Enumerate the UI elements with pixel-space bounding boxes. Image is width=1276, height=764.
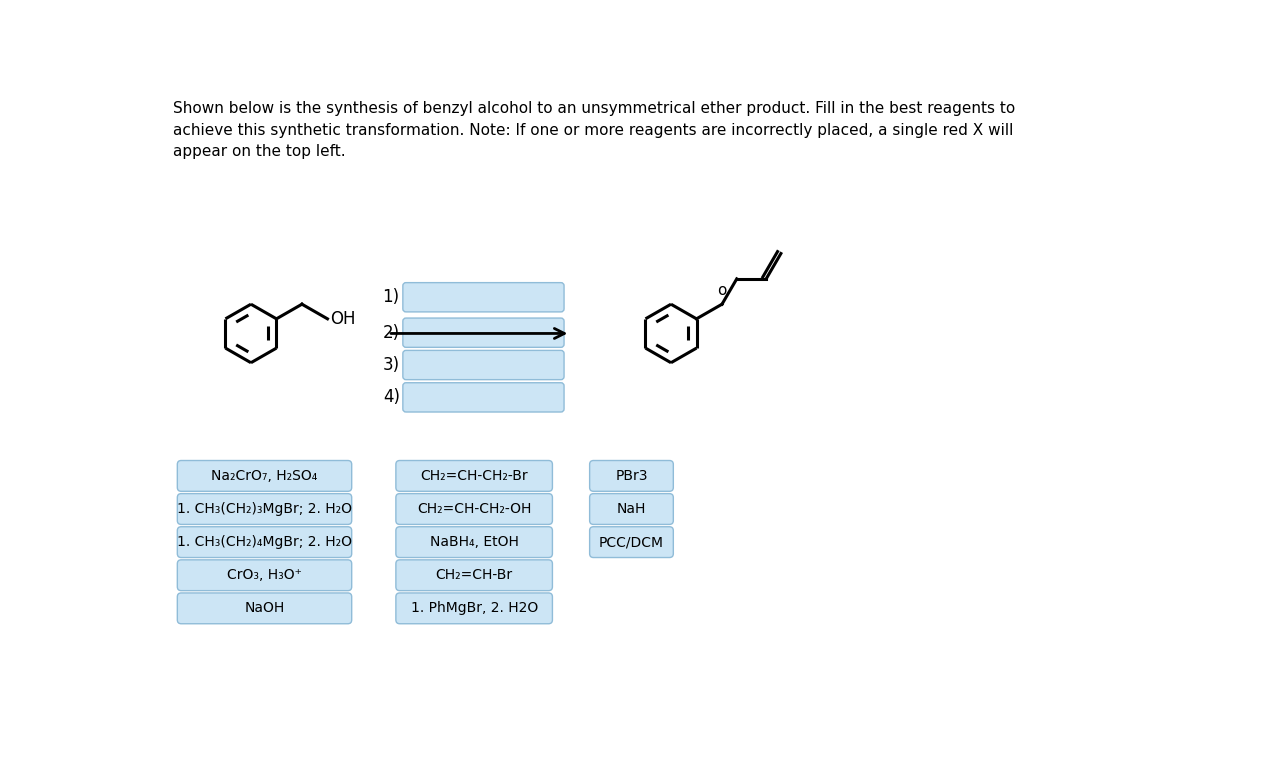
FancyBboxPatch shape (396, 461, 553, 491)
FancyBboxPatch shape (177, 494, 352, 524)
Text: PBr3: PBr3 (615, 469, 648, 483)
Text: OH: OH (329, 310, 355, 328)
Text: NaH: NaH (616, 502, 646, 516)
FancyBboxPatch shape (396, 560, 553, 591)
FancyBboxPatch shape (403, 383, 564, 412)
Text: 3): 3) (383, 356, 399, 374)
Text: Shown below is the synthesis of benzyl alcohol to an unsymmetrical ether product: Shown below is the synthesis of benzyl a… (174, 101, 1016, 159)
FancyBboxPatch shape (177, 461, 352, 491)
Text: 1. PhMgBr, 2. H2O: 1. PhMgBr, 2. H2O (411, 601, 537, 615)
FancyBboxPatch shape (403, 351, 564, 380)
Text: 2): 2) (383, 324, 399, 342)
FancyBboxPatch shape (177, 526, 352, 558)
Text: PCC/DCM: PCC/DCM (598, 535, 664, 549)
FancyBboxPatch shape (177, 593, 352, 623)
Text: CH₂=CH-Br: CH₂=CH-Br (435, 568, 513, 582)
Text: 1): 1) (383, 288, 399, 306)
FancyBboxPatch shape (396, 526, 553, 558)
Text: NaOH: NaOH (245, 601, 285, 615)
FancyBboxPatch shape (403, 318, 564, 348)
FancyBboxPatch shape (590, 494, 674, 524)
Text: 1. CH₃(CH₂)₄MgBr; 2. H₂O: 1. CH₃(CH₂)₄MgBr; 2. H₂O (177, 535, 352, 549)
FancyBboxPatch shape (403, 283, 564, 312)
Text: NaBH₄, EtOH: NaBH₄, EtOH (430, 535, 518, 549)
Text: o: o (717, 283, 727, 298)
Text: 1. CH₃(CH₂)₃MgBr; 2. H₂O: 1. CH₃(CH₂)₃MgBr; 2. H₂O (177, 502, 352, 516)
FancyBboxPatch shape (396, 593, 553, 623)
FancyBboxPatch shape (590, 526, 674, 558)
Text: Na₂CrO₇, H₂SO₄: Na₂CrO₇, H₂SO₄ (212, 469, 318, 483)
FancyBboxPatch shape (396, 494, 553, 524)
FancyBboxPatch shape (177, 560, 352, 591)
FancyBboxPatch shape (590, 461, 674, 491)
Text: CrO₃, H₃O⁺: CrO₃, H₃O⁺ (227, 568, 302, 582)
Text: 4): 4) (383, 388, 399, 406)
Text: CH₂=CH-CH₂-OH: CH₂=CH-CH₂-OH (417, 502, 531, 516)
Text: CH₂=CH-CH₂-Br: CH₂=CH-CH₂-Br (420, 469, 528, 483)
